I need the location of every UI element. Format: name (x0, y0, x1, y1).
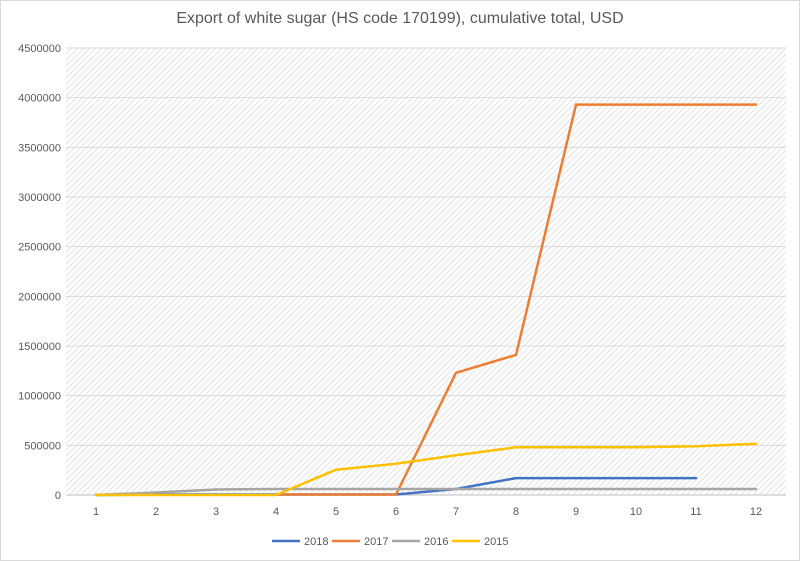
y-axis: 0 500000 1000000 1500000 2000000 2500000 30000… (18, 43, 61, 502)
y-tick-label: 1500000 (18, 341, 61, 353)
y-tick-label: 0 (55, 490, 61, 502)
y-tick-label: 2000000 (18, 291, 61, 303)
legend-label-2015: 2015 (484, 536, 508, 548)
chart-title: Export of white sugar (HS code 170199), … (176, 10, 624, 27)
x-axis: 1 2 3 4 5 6 7 8 9 10 11 12 (66, 494, 786, 518)
series-line-2017 (274, 103, 758, 496)
y-tick-label: 4500000 (18, 43, 61, 55)
plot-area (66, 48, 786, 495)
x-tick-label: 10 (630, 506, 642, 518)
x-tick-label: 8 (513, 506, 519, 518)
x-tick-label: 1 (93, 506, 99, 518)
x-tick-label: 4 (273, 506, 279, 518)
x-tick-label: 2 (153, 506, 159, 518)
y-tick-label: 1000000 (18, 391, 61, 403)
x-tick-label: 5 (333, 506, 339, 518)
x-tick-label: 9 (573, 506, 579, 518)
y-tick-label: 3500000 (18, 142, 61, 154)
x-tick-label: 11 (690, 506, 701, 518)
legend-label-2016: 2016 (424, 536, 448, 548)
y-tick-label: 3000000 (18, 192, 61, 204)
legend: 2018 2017 2016 2015 (272, 536, 508, 548)
x-tick-label: 3 (213, 506, 219, 518)
series-line-2016 (94, 487, 758, 497)
legend-label-2017: 2017 (364, 536, 388, 548)
x-tick-label: 7 (453, 506, 459, 518)
y-tick-label: 2500000 (18, 242, 61, 254)
x-tick-label: 6 (393, 506, 399, 518)
series-lines (94, 103, 758, 497)
gridlines (66, 47, 786, 496)
y-tick-label: 500000 (24, 440, 61, 452)
legend-label-2018: 2018 (304, 536, 328, 548)
x-tick-label: 12 (750, 506, 762, 518)
series-line-2015 (94, 442, 758, 497)
y-tick-label: 4000000 (18, 93, 61, 105)
